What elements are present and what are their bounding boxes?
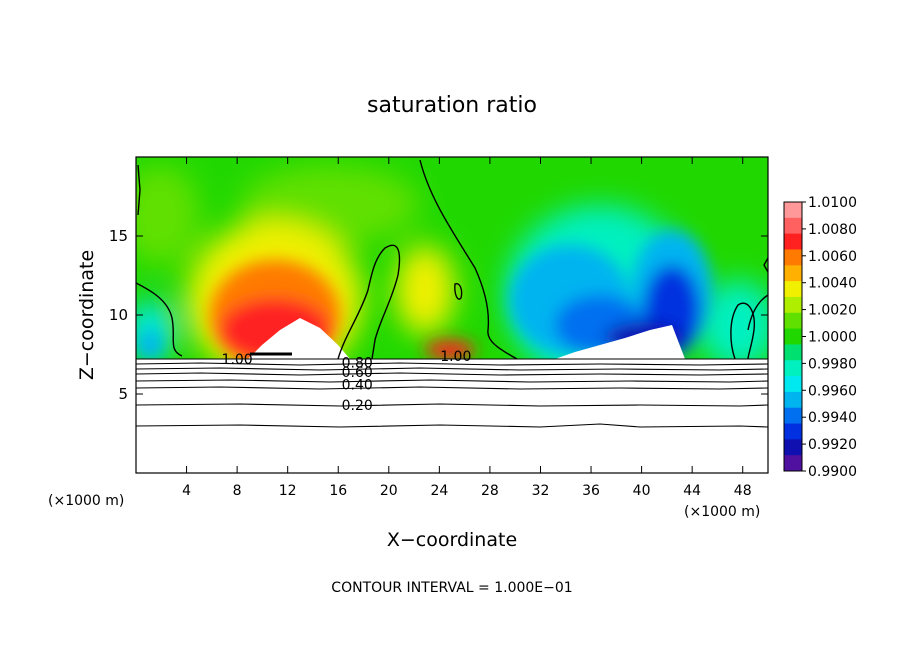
contour-label: 1.00	[222, 352, 253, 368]
x-tick-label: 16	[329, 483, 347, 499]
plot-area: 1.00 1.00 0.800.600.40 0.20	[136, 157, 768, 473]
contour-labels: 1.00 1.00 0.800.600.40 0.20	[222, 349, 472, 414]
colorbar-swatch	[784, 233, 802, 250]
contour-line	[337, 244, 401, 360]
x-tick-label: 8	[233, 483, 242, 499]
colorbar-swatch	[784, 265, 802, 282]
colorbar-swatch	[784, 407, 802, 425]
x-axis-unit-right: (×1000 m)	[684, 504, 760, 520]
x-tick-label: 24	[430, 483, 448, 499]
x-tick-label: 20	[380, 483, 398, 499]
colorbar-label: 0.9940	[808, 410, 857, 426]
contour-line	[136, 403, 768, 407]
contour-line	[136, 379, 768, 383]
contour-line	[730, 302, 755, 360]
colorbar-swatch	[784, 360, 802, 377]
colorbar-label: 1.0080	[808, 222, 857, 238]
colorbar: 1.0100 1.0080 1.0060 1.0040 1.0020 1.0000 0.99…	[783, 195, 857, 480]
contour-lines-1.00	[136, 159, 768, 360]
field-red	[425, 340, 475, 360]
colorbar-label: 0.9960	[808, 383, 857, 399]
y-axis: 5 10 15	[109, 227, 768, 403]
contour-line	[136, 423, 768, 428]
contour-label: 0.60	[342, 365, 373, 381]
colorbar-label: 0.9920	[808, 437, 857, 453]
colorbar-swatch	[784, 249, 802, 266]
contour-label: 0.40	[342, 378, 373, 394]
x-axis: 4 8 12 16 20 24 28 32 36 40 44 48	[182, 157, 752, 499]
contour-line	[136, 367, 768, 371]
field-green-light	[136, 165, 200, 265]
colorbar-label: 1.0060	[808, 249, 857, 265]
x-tick-label: 44	[683, 483, 701, 499]
cloud-region-right	[555, 325, 685, 359]
x-axis-unit-left: (×1000 m)	[48, 493, 124, 509]
colorbar-swatch	[784, 455, 802, 472]
colorbar-swatch	[784, 281, 802, 298]
colorbar-swatch	[784, 296, 802, 314]
y-tick-label: 10	[109, 306, 128, 324]
colorbar-label: 0.9900	[808, 464, 857, 480]
x-tick-label: 32	[532, 483, 550, 499]
lower-region	[136, 359, 768, 473]
x-tick-label: 28	[481, 483, 499, 499]
contour-line	[136, 282, 183, 357]
field-cyan-patch	[138, 331, 162, 359]
contour-label: 1.00	[440, 349, 471, 365]
contour-label: 0.80	[342, 355, 373, 371]
colorbar-label: 1.0000	[808, 330, 857, 346]
y-tick-label: 15	[109, 227, 128, 245]
y-tick-label: 5	[118, 385, 128, 403]
contour-line	[136, 386, 768, 390]
colorbar-swatch	[784, 344, 802, 361]
colorbar-swatch	[784, 328, 802, 345]
chart-title: saturation ratio	[367, 93, 537, 118]
colorbar-swatch	[784, 312, 802, 330]
contour-line	[763, 257, 768, 273]
colorbar-swatch	[784, 376, 802, 393]
colorbar-label: 1.0020	[808, 303, 857, 319]
cloud-region-left	[248, 318, 350, 359]
contour-line	[136, 372, 768, 376]
field-yellow	[395, 245, 455, 335]
contour-line	[137, 164, 141, 216]
contour-line	[136, 362, 768, 366]
y-axis-label: Z−coordinate	[76, 250, 98, 380]
colorbar-swatch	[784, 391, 802, 409]
x-tick-label: 48	[734, 483, 752, 499]
x-tick-label: 12	[279, 483, 297, 499]
colorbar-swatch	[784, 217, 802, 235]
contour-line	[419, 159, 518, 360]
contour-label: 0.20	[342, 398, 373, 414]
contour-line	[454, 283, 463, 300]
x-tick-label: 40	[633, 483, 651, 499]
colorbar-swatch	[784, 423, 802, 440]
contour-line	[747, 294, 768, 331]
contour-lines-lower	[136, 352, 768, 428]
x-tick-label: 36	[582, 483, 600, 499]
colorbar-label: 1.0040	[808, 276, 857, 292]
colorbar-label: 0.9980	[808, 356, 857, 372]
x-axis-label: X−coordinate	[387, 529, 517, 551]
colorbar-label: 1.0100	[808, 195, 857, 211]
colorbar-swatch	[784, 202, 802, 219]
x-tick-label: 4	[182, 483, 191, 499]
contour-interval-note: CONTOUR INTERVAL = 1.000E−01	[331, 580, 572, 596]
colorbar-swatch	[784, 439, 802, 456]
